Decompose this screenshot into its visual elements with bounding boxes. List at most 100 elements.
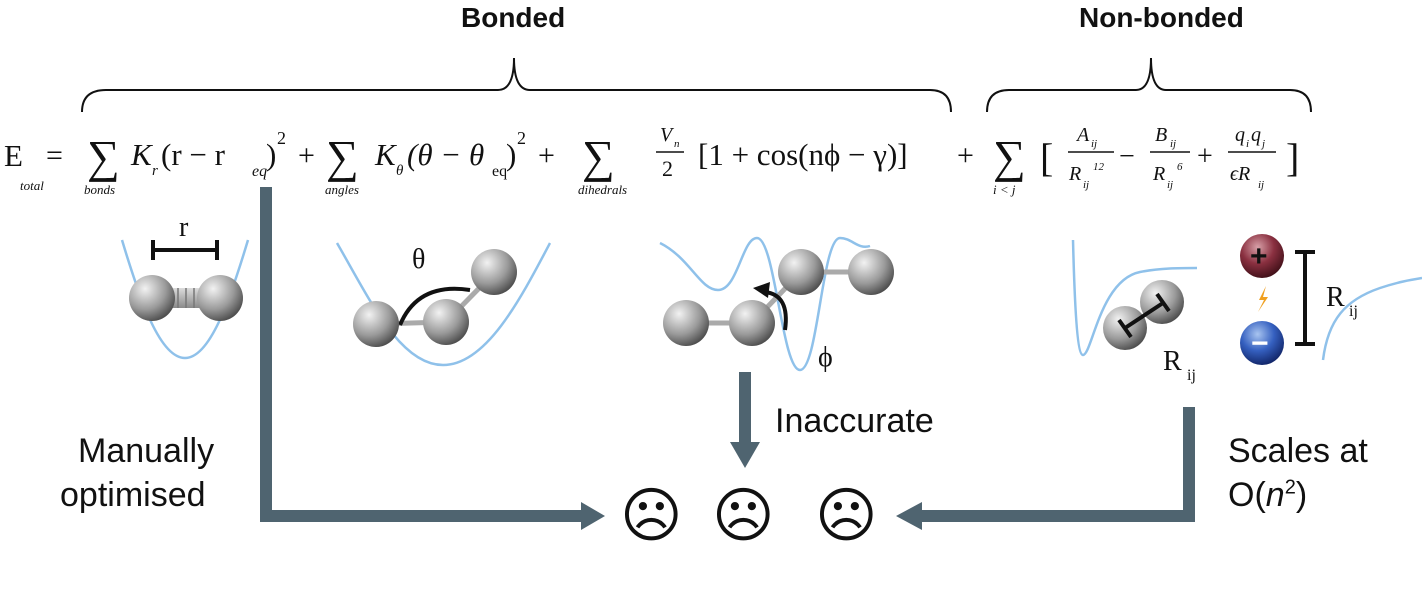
eq-bond-square: 2 — [277, 128, 286, 148]
eq-coul-q1-sub: i — [1246, 138, 1249, 150]
eq-angle-open: (θ − θ — [407, 137, 484, 172]
scales-n: n — [1265, 476, 1285, 514]
eq-sigma-dihedrals: ∑ — [582, 131, 615, 182]
manual-line-1: Manually — [78, 432, 215, 470]
eq-sigma-bonds: ∑ — [87, 131, 120, 182]
eq-lj-a: A — [1075, 124, 1090, 146]
dihedral-rotation-arrow — [764, 290, 788, 331]
sad-face-icon: ☹ — [815, 481, 878, 551]
arrow-dihedral-head — [730, 442, 760, 468]
coulomb-label: R — [1326, 282, 1345, 313]
eq-lj-r-a-sub: ij — [1083, 179, 1089, 191]
eq-lj-12: 12 — [1093, 161, 1105, 173]
eq-plus-1: + — [298, 139, 315, 172]
eq-sub-dihedrals: dihedrals — [578, 182, 627, 197]
scales-line-2: O(n2) — [1228, 476, 1307, 515]
angle-atom-1 — [353, 301, 399, 347]
eq-lj-a-sub: ij — [1091, 138, 1097, 150]
bonded-header: Bonded — [461, 2, 566, 33]
eq-angle-k: K — [374, 137, 398, 172]
angle-label: θ — [412, 244, 425, 275]
dihedral-panel: ϕ — [659, 236, 894, 373]
eq-dihedral-num-sub: n — [674, 138, 680, 150]
eq-angle-k-sub: θ — [396, 163, 404, 179]
bonded-brace — [81, 57, 952, 113]
lj-panel: R ij — [1071, 239, 1198, 384]
plus-sign: + — [1250, 240, 1268, 273]
eq-lj-open: [ — [1040, 135, 1053, 180]
scales-line-1: Scales at — [1228, 432, 1368, 470]
non-bonded-brace — [986, 57, 1312, 113]
coulomb-label-sub: ij — [1349, 303, 1358, 320]
angle-bend-panel: θ — [335, 242, 552, 367]
bond-stretch-panel: r — [120, 212, 250, 360]
eq-dihedral-num: V — [660, 124, 675, 146]
eq-coul-den-sub: ij — [1258, 179, 1264, 191]
eq-lj-r-b: R — [1152, 163, 1165, 185]
inaccurate-label: Inaccurate — [775, 402, 934, 440]
dihedral-label: ϕ — [818, 342, 833, 373]
dihedral-atom-3 — [778, 249, 824, 295]
eq-plus-2: + — [538, 139, 555, 172]
bond-atom-1 — [129, 275, 175, 321]
eq-coul-q2-sub: j — [1260, 138, 1265, 150]
arrow-nonbonded-head — [896, 502, 922, 530]
coulomb-potential-curve — [1321, 276, 1422, 361]
sad-faces: ☹ ☹ ☹ — [620, 481, 878, 551]
eq-sigma-angles: ∑ — [326, 131, 359, 182]
bond-length-label: r — [179, 212, 189, 243]
minus-ion — [1240, 321, 1284, 365]
arrows — [260, 187, 1195, 530]
manual-line-2: optimised — [60, 476, 206, 514]
dihedral-atom-2 — [729, 300, 775, 346]
arrow-bonds — [260, 187, 583, 522]
non-bonded-header: Non-bonded — [1079, 2, 1244, 33]
sad-face-icon: ☹ — [620, 481, 683, 551]
eq-minus: − — [1119, 141, 1135, 172]
lj-label-sub: ij — [1187, 367, 1196, 384]
eq-equals: = — [46, 139, 63, 172]
eq-sub-angles: angles — [325, 182, 359, 197]
arrow-bonds-head — [581, 502, 605, 530]
angle-arc — [398, 286, 471, 326]
eq-sub-pairs: i < j — [993, 182, 1016, 197]
coulomb-panel: + − R ij — [1240, 234, 1422, 365]
arrow-nonbonded — [920, 407, 1195, 522]
eq-lj-b: B — [1155, 124, 1167, 146]
angle-atom-3 — [471, 249, 517, 295]
minus-sign: − — [1251, 327, 1269, 360]
lj-distance-bar — [1123, 301, 1165, 330]
eq-angle-square: 2 — [517, 128, 526, 148]
angle-potential-curve — [335, 242, 552, 367]
eq-bond-k: K — [130, 137, 154, 172]
eq-plus-4: + — [1197, 141, 1213, 172]
angle-atom-2 — [423, 299, 469, 345]
scales-o: O( — [1228, 476, 1266, 514]
eq-dihedral-den: 2 — [662, 156, 673, 181]
eq-lhs: E — [4, 138, 23, 173]
eq-angle-eq-sub: eq — [492, 163, 507, 180]
eq-lj-6: 6 — [1177, 161, 1183, 173]
eq-lj-b-sub: ij — [1170, 138, 1176, 150]
spark-icon — [1258, 286, 1268, 312]
eq-plus-3: + — [957, 139, 974, 172]
dihedral-potential-curve — [659, 236, 871, 372]
eq-angle-close: ) — [506, 137, 516, 172]
eq-dihedral-bracket: [1 + cos(nϕ − γ)] — [698, 137, 908, 172]
eq-bond-eq-sub: eq — [252, 163, 267, 180]
sad-face-icon: ☹ — [712, 481, 775, 551]
plus-ion — [1240, 234, 1284, 278]
eq-lj-r-a: R — [1068, 163, 1081, 185]
eq-coul-q2: q — [1251, 124, 1261, 146]
lj-potential-curve — [1071, 239, 1198, 357]
eq-bond-k-sub: r — [152, 163, 158, 179]
energy-equation: E total = ∑ bonds K r (r − r eq ) 2 + ∑ … — [4, 124, 1299, 197]
scales-close: ) — [1295, 476, 1308, 514]
eq-lhs-sub: total — [20, 178, 44, 193]
eq-coul-den: ϵR — [1230, 163, 1250, 185]
eq-lj-close: ] — [1286, 135, 1299, 180]
eq-sub-bonds: bonds — [84, 182, 115, 197]
scales-exp: 2 — [1284, 476, 1296, 499]
lj-label: R — [1163, 346, 1182, 377]
